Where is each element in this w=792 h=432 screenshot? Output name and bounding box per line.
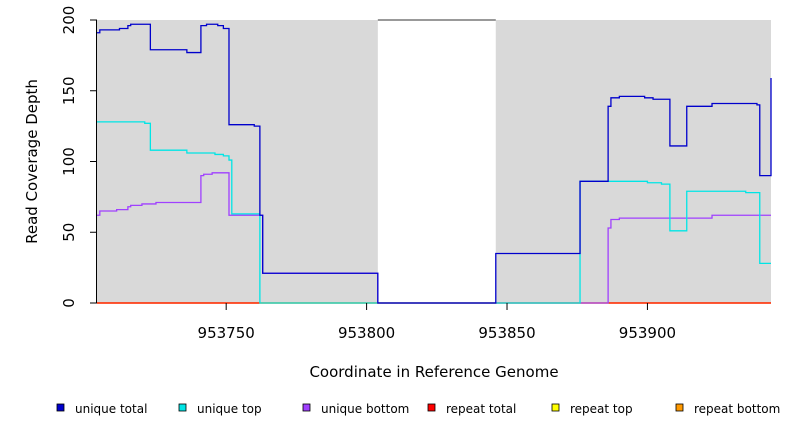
legend-item-unique-bottom: unique bottom: [302, 402, 409, 416]
series-line-unique-total: [97, 23, 772, 304]
series-line-unique-bottom: [97, 172, 771, 304]
legend-label: unique total: [75, 402, 147, 416]
x-ticks: 953750 953800 953850 953900: [198, 303, 676, 342]
y-tick-label: 150: [60, 76, 78, 105]
y-tick-label: 50: [60, 223, 78, 242]
series-lines: [97, 23, 772, 304]
legend-item-repeat-top: repeat top: [551, 402, 633, 416]
y-tick-label: 200: [60, 6, 78, 35]
legend: unique total unique top unique bottom repea…: [56, 402, 780, 416]
legend-swatch: [551, 403, 560, 412]
y-tick-label: 0: [60, 298, 78, 308]
shaded-regions: [97, 19, 771, 303]
legend-swatch: [302, 403, 311, 412]
legend-swatch: [178, 403, 187, 412]
legend-item-repeat-total: repeat total: [427, 402, 516, 416]
x-tick-label: 953750: [198, 324, 255, 342]
legend-label: repeat bottom: [694, 402, 780, 416]
series-line-unique-top: [97, 121, 771, 304]
x-tick-label: 953850: [478, 324, 535, 342]
legend-label: repeat total: [446, 402, 516, 416]
legend-item-unique-total: unique total: [56, 402, 147, 416]
y-ticks: 0 50 100 150 200: [60, 6, 97, 308]
legend-swatch: [427, 403, 436, 412]
legend-label: unique top: [197, 402, 262, 416]
legend-item-unique-top: unique top: [178, 402, 262, 416]
shaded-region-2: [495, 20, 771, 303]
legend-label: repeat top: [570, 402, 633, 416]
legend-swatch: [56, 403, 65, 412]
y-tick-label: 100: [60, 147, 78, 176]
y-axis-title: Read Coverage Depth: [23, 79, 41, 244]
shaded-region-1: [97, 20, 378, 303]
x-tick-label: 953800: [338, 324, 395, 342]
legend-swatch: [675, 403, 684, 412]
x-axis-title: Coordinate in Reference Genome: [309, 363, 558, 381]
legend-item-repeat-bottom: repeat bottom: [675, 402, 780, 416]
x-tick-label: 953900: [619, 324, 676, 342]
legend-label: unique bottom: [321, 402, 409, 416]
